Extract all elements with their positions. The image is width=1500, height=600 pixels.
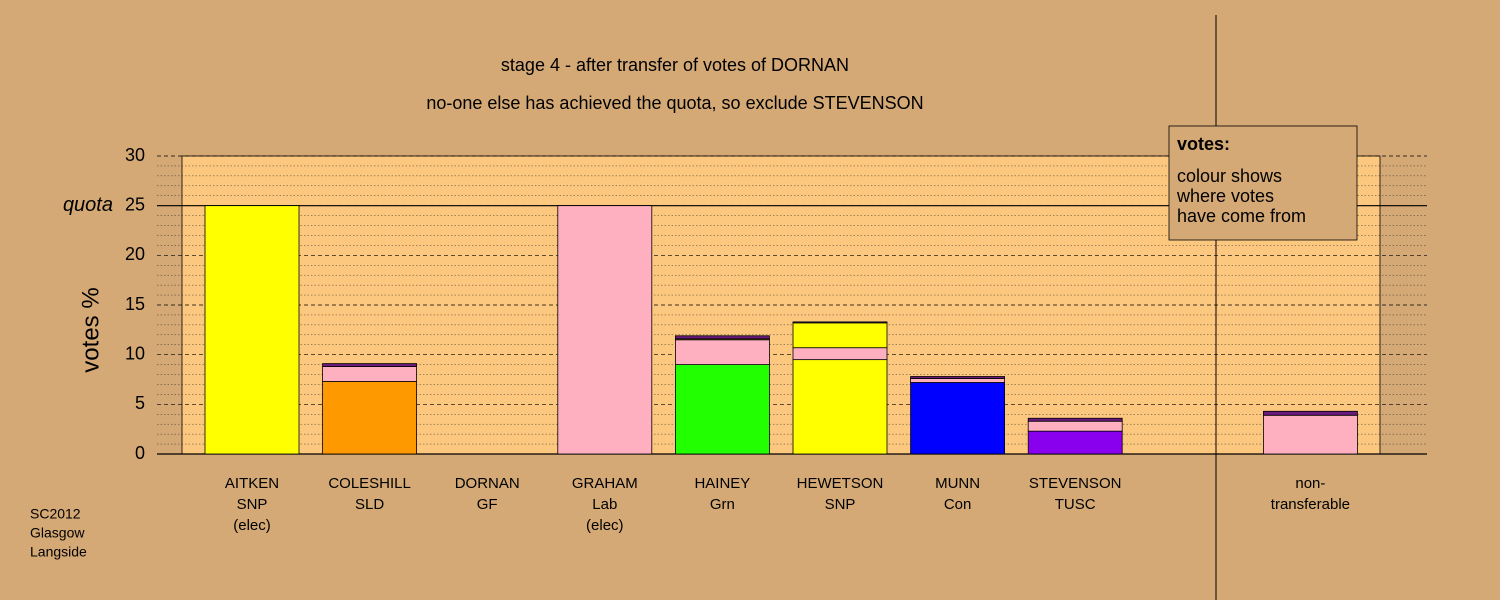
y-tick-label: 15 [125,294,145,314]
x-tick-label: DORNAN [455,475,520,492]
legend-text: where votes [1176,186,1274,206]
x-tick-label: SNP [825,496,856,513]
legend-text: colour shows [1177,166,1282,186]
bar-segment [1263,414,1358,455]
x-tick-label: GF [477,496,498,513]
bar-segment [792,359,888,455]
legend-text: have come from [1177,206,1306,226]
y-tick-label: 0 [135,443,145,463]
bar-segment [204,205,300,455]
bar-segment [322,366,418,382]
bar-segment [910,378,1005,383]
bar-segment [322,381,418,455]
chart-subtitle: no-one else has achieved the quota, so e… [426,93,923,113]
bar-segment [322,363,418,367]
bar-segment [792,322,888,349]
x-tick-label: transferable [1271,496,1350,513]
x-tick-label: (elec) [233,517,271,534]
x-tick-label: STEVENSON [1029,475,1122,492]
x-tick-label: AITKEN [225,475,279,492]
chart-title: stage 4 - after transfer of votes of DOR… [501,55,849,75]
bar-segment [675,335,770,340]
y-axis-label: votes % [77,287,104,372]
bar-segment [792,347,888,361]
legend-title: votes: [1177,134,1230,154]
x-tick-label: Grn [710,496,735,513]
bar-segment [675,364,770,455]
bar-segment [910,382,1005,455]
y-tick-label: 25 [125,194,145,214]
quota-label: quota [63,194,113,216]
x-tick-label: TUSC [1055,496,1096,513]
x-tick-label: HEWETSON [797,475,884,492]
y-tick-label: 10 [125,343,145,363]
y-tick-label: 5 [135,393,145,413]
x-tick-label: Lab [592,496,617,513]
bar-segment [1027,420,1123,432]
footnote: Glasgow [30,525,85,541]
x-tick-label: non- [1295,475,1325,492]
x-tick-label: (elec) [586,517,624,534]
bar-segment [792,321,888,324]
footnote: SC2012 [30,506,81,522]
bar-segment [1263,410,1358,416]
x-tick-label: GRAHAM [572,475,638,492]
bar-segment [1027,430,1123,455]
legend-box [1168,125,1358,241]
bar-segment [675,339,770,365]
footnote: Langside [30,544,87,560]
x-tick-label: SLD [355,496,384,513]
y-tick-label: 30 [125,145,145,165]
x-tick-label: HAINEY [694,475,750,492]
x-tick-label: COLESHILL [328,475,411,492]
bar-segment [1027,417,1123,422]
bar-segment [557,205,653,455]
x-tick-label: Con [944,496,972,513]
x-tick-label: MUNN [935,475,980,492]
y-tick-label: 20 [125,244,145,264]
x-tick-label: SNP [237,496,268,513]
bar-segment [910,376,1005,379]
